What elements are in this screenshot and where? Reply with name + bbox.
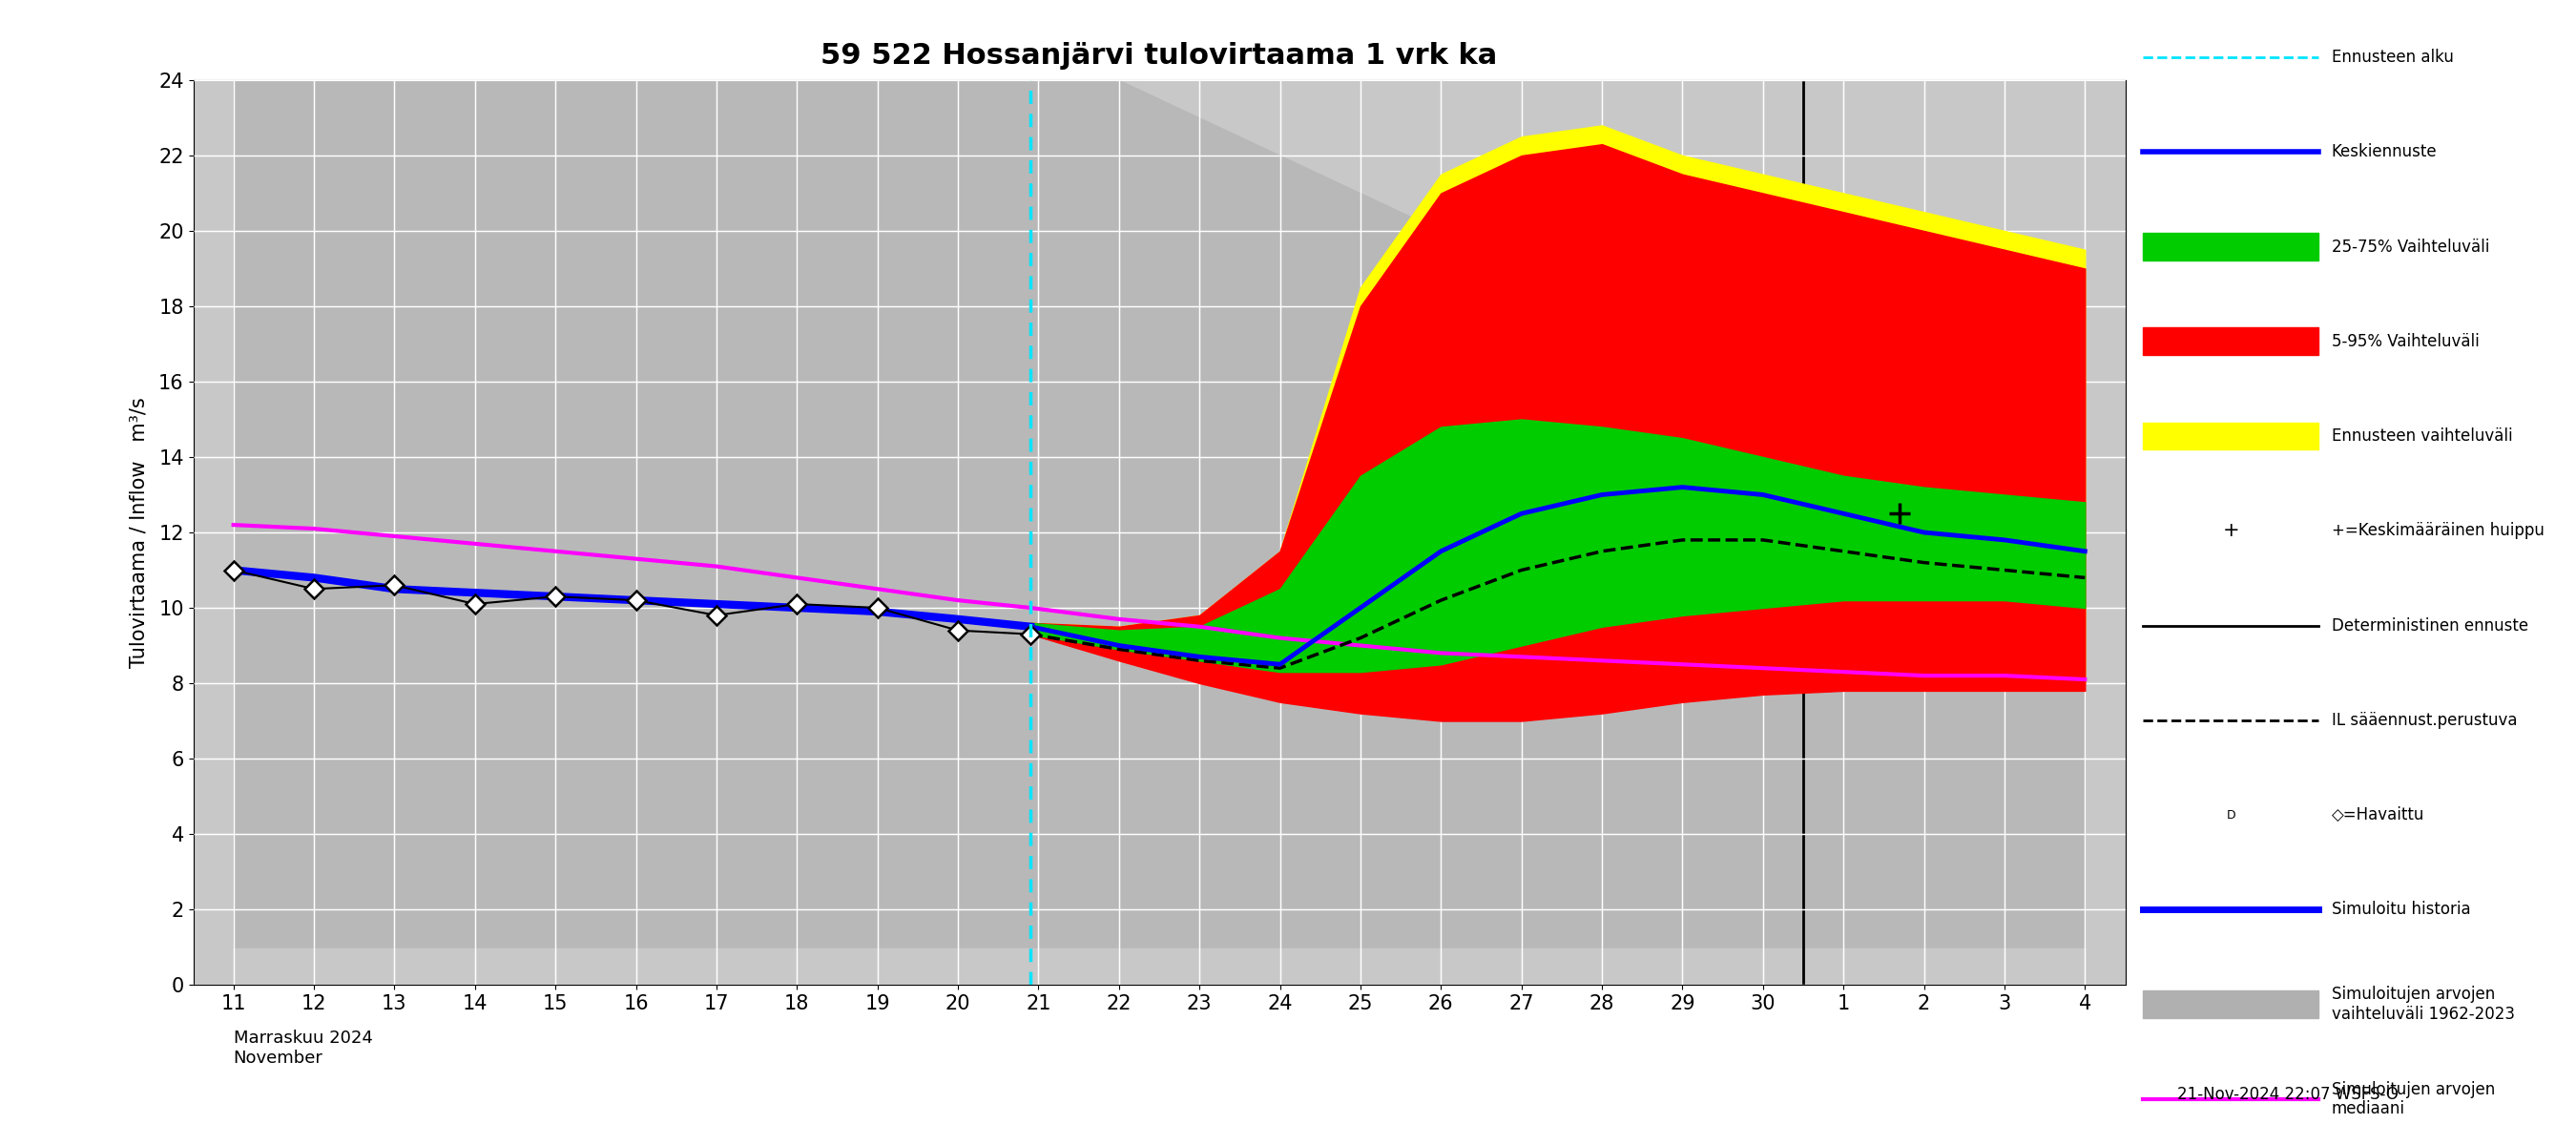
Text: IL sääennust.perustuva: IL sääennust.perustuva: [2331, 712, 2517, 729]
Text: 5-95% Vaihteluväli: 5-95% Vaihteluväli: [2331, 333, 2478, 350]
Text: +: +: [2223, 521, 2239, 540]
Text: Keskiennuste: Keskiennuste: [2331, 143, 2437, 160]
Text: Simuloitu historia: Simuloitu historia: [2331, 901, 2470, 918]
Text: Simuloitujen arvojen
mediaani: Simuloitujen arvojen mediaani: [2331, 1081, 2494, 1118]
Text: 25-75% Vaihteluväli: 25-75% Vaihteluväli: [2331, 238, 2488, 255]
Text: ◇=Havaittu: ◇=Havaittu: [2331, 806, 2424, 823]
Text: Ennusteen vaihteluväli: Ennusteen vaihteluväli: [2331, 427, 2512, 444]
Text: +=Keskimääräinen huippu: +=Keskimääräinen huippu: [2331, 522, 2545, 539]
Text: Marraskuu 2024
November: Marraskuu 2024 November: [234, 1030, 374, 1067]
Y-axis label: Tulovirtaama / Inflow   m³/s: Tulovirtaama / Inflow m³/s: [129, 397, 147, 668]
Text: Deterministinen ennuste: Deterministinen ennuste: [2331, 617, 2527, 634]
Text: Ennusteen alku: Ennusteen alku: [2331, 48, 2452, 65]
Text: Simuloitujen arvojen
vaihteluväli 1962-2023: Simuloitujen arvojen vaihteluväli 1962-2…: [2331, 986, 2514, 1022]
Title: 59 522 Hossanjärvi tulovirtaama 1 vrk ka: 59 522 Hossanjärvi tulovirtaama 1 vrk ka: [822, 42, 1497, 70]
Text: D: D: [2226, 808, 2236, 821]
Text: 21-Nov-2024 22:07 WSFS-O: 21-Nov-2024 22:07 WSFS-O: [2177, 1085, 2398, 1103]
